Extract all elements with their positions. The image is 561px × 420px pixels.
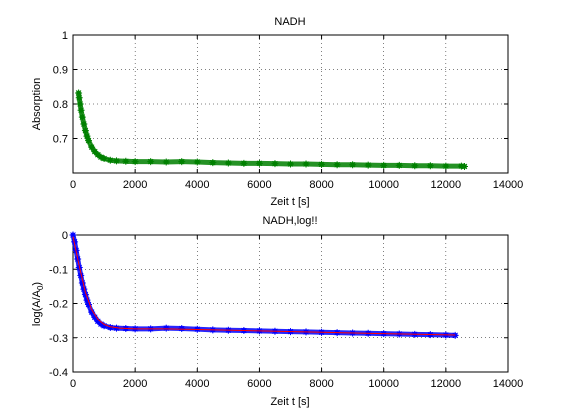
chart-title: NADH,log!!	[262, 215, 317, 227]
y-axis-label: Absorption	[31, 78, 43, 131]
ticks: 0 2000 4000 6000 8000 10000 12000 14000 -0.4 -0.3…	[49, 230, 523, 390]
x-tick-label: 14000	[493, 378, 524, 390]
x-tick-label: 0	[70, 378, 76, 390]
x-tick-label: 8000	[309, 179, 333, 191]
axes-frame	[72, 234, 509, 373]
y-axis-label-end: )	[31, 282, 43, 286]
x-tick-label: 2000	[123, 179, 147, 191]
x-axis-label: Zeit t [s]	[270, 196, 309, 208]
y-tick-label: -0.1	[49, 264, 68, 276]
x-tick-label: 12000	[431, 179, 462, 191]
x-tick-label: 8000	[309, 378, 333, 390]
y-axis-label-subscript: 0	[36, 285, 45, 290]
data-marks	[69, 231, 459, 339]
x-tick-label: 4000	[185, 179, 209, 191]
x-tick-label: 2000	[123, 378, 147, 390]
y-tick-label: 0.7	[53, 134, 68, 146]
x-axis-label: Zeit t [s]	[270, 396, 309, 408]
y-axis-label-main: log(A/A	[31, 289, 43, 326]
y-tick-label: -0.3	[49, 333, 68, 345]
fit-line	[72, 236, 456, 336]
x-tick-label: 14000	[493, 179, 524, 191]
data-marks	[75, 89, 468, 170]
plot-absorption: NADH Zeit t [s] Absorption 0 2000 4000 6000…	[31, 16, 523, 208]
y-tick-label: -0.4	[49, 367, 68, 379]
data-point-trail	[194, 159, 216, 166]
grid	[73, 35, 508, 173]
y-axis-label: log(A/A0)	[31, 282, 45, 326]
y-tick-label: 0	[62, 230, 68, 242]
x-tick-label: 6000	[247, 378, 271, 390]
y-tick-label: 0.9	[53, 65, 68, 77]
axes-frame	[72, 34, 509, 174]
x-tick-label: 4000	[185, 378, 209, 390]
x-tick-label: 12000	[431, 378, 462, 390]
grid	[73, 235, 508, 372]
ticks: 0 2000 4000 6000 8000 10000 12000 14000 0.7 0.8 0.…	[53, 30, 524, 191]
y-tick-label: 0.8	[53, 99, 68, 111]
x-tick-label: 10000	[368, 179, 399, 191]
x-tick-label: 10000	[368, 378, 399, 390]
y-tick-label: -0.2	[49, 299, 68, 311]
plot-log-absorption: NADH,log!! Zeit t [s] log(A/A0) 0 2000 400…	[31, 215, 523, 408]
x-tick-label: 0	[70, 179, 76, 191]
x-tick-label: 6000	[247, 179, 271, 191]
chart-title: NADH	[274, 16, 305, 28]
y-tick-label: 1	[62, 30, 68, 42]
